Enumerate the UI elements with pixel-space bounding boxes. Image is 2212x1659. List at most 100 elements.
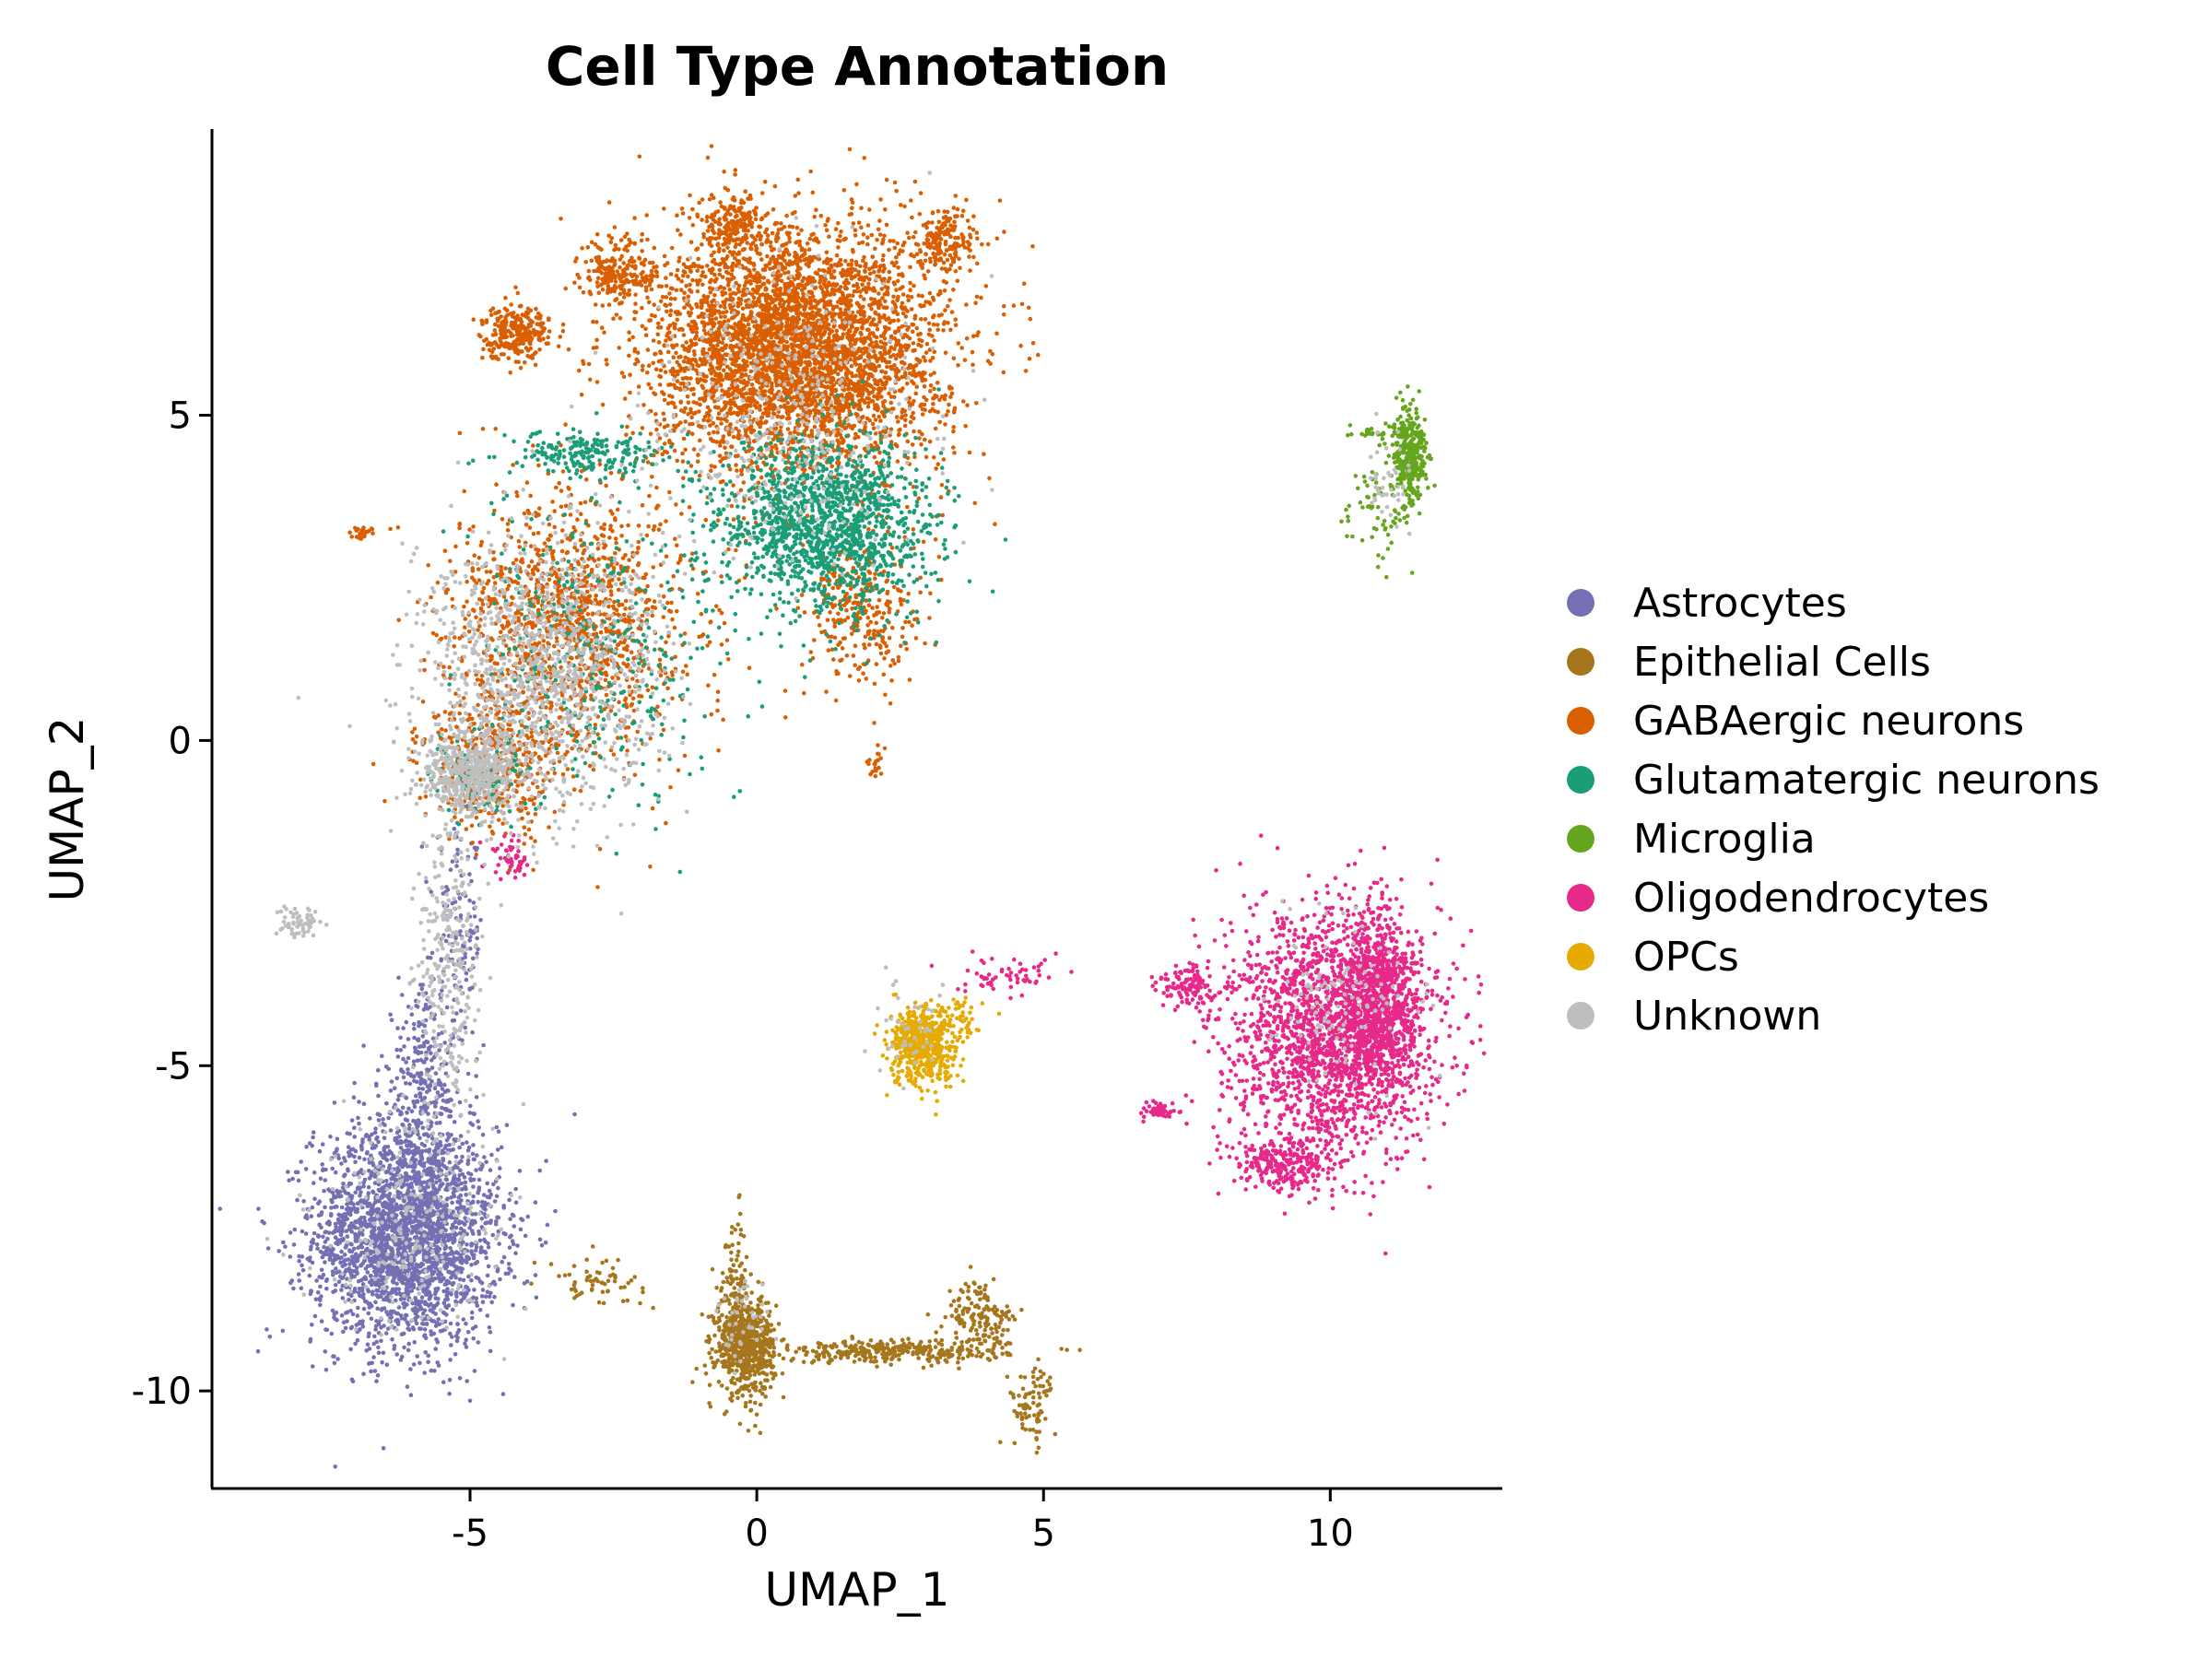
data-point: [447, 1214, 452, 1219]
data-point: [947, 1288, 952, 1294]
data-point: [469, 1277, 474, 1283]
data-point: [721, 1279, 726, 1285]
data-point: [749, 1290, 754, 1295]
data-point: [731, 1305, 735, 1310]
data-point: [668, 272, 674, 276]
data-point: [316, 1213, 322, 1218]
data-point: [446, 1290, 452, 1296]
data-point: [686, 294, 691, 300]
data-point: [389, 1311, 394, 1316]
data-point: [488, 1348, 493, 1354]
data-point: [379, 1265, 384, 1271]
data-point: [297, 1278, 302, 1283]
data-point: [1007, 1341, 1013, 1346]
data-point: [673, 297, 677, 301]
data-point: [375, 1257, 381, 1262]
data-point: [955, 278, 960, 284]
data-point: [760, 1392, 765, 1396]
data-point: [374, 1268, 380, 1274]
data-point: [320, 1142, 325, 1147]
data-point: [442, 1282, 448, 1287]
data-point: [943, 1358, 947, 1363]
data-point: [920, 412, 925, 417]
data-point: [373, 1327, 378, 1332]
data-point: [641, 1289, 645, 1295]
data-point: [966, 1288, 971, 1294]
data-point: [373, 1324, 379, 1329]
data-point: [449, 1098, 453, 1102]
data-point: [265, 1327, 269, 1332]
data-point: [417, 1250, 422, 1254]
data-point: [1012, 1441, 1018, 1446]
data-point: [311, 1135, 315, 1140]
data-point: [645, 371, 650, 375]
data-point: [436, 1363, 441, 1368]
data-point: [1017, 1394, 1021, 1398]
data-point: [354, 1219, 359, 1225]
data-point: [498, 1277, 502, 1282]
data-point: [749, 1340, 755, 1345]
data-point: [464, 1321, 468, 1326]
data-point: [431, 1221, 436, 1227]
data-point: [470, 1253, 476, 1257]
data-point: [987, 1335, 992, 1339]
data-point: [513, 1186, 518, 1192]
data-point: [333, 1255, 338, 1260]
data-point: [872, 270, 877, 275]
data-point: [369, 1153, 373, 1159]
data-point: [255, 1348, 261, 1354]
data-point: [399, 1068, 404, 1074]
data-point: [454, 1250, 459, 1254]
data-point: [469, 878, 474, 884]
data-point: [300, 1229, 305, 1234]
data-point: [380, 1195, 384, 1200]
data-point: [781, 1394, 786, 1400]
data-point: [435, 1300, 441, 1306]
data-point: [801, 1359, 806, 1365]
data-point: [311, 1237, 316, 1242]
data-point: [625, 1298, 630, 1303]
data-point: [394, 1291, 399, 1296]
data-point: [418, 1077, 424, 1081]
data-point: [363, 1223, 368, 1228]
data-point: [485, 1289, 490, 1294]
data-point: [474, 1074, 478, 1078]
data-point: [444, 1305, 450, 1311]
data-point: [936, 1351, 941, 1357]
data-point: [317, 1297, 323, 1301]
data-point: [388, 1128, 394, 1133]
data-point: [467, 898, 472, 903]
data-point: [949, 310, 955, 314]
data-point: [400, 993, 405, 997]
data-point: [710, 1347, 714, 1352]
data-point: [713, 1360, 718, 1365]
data-point: [416, 1148, 420, 1153]
data-point: [745, 1319, 750, 1324]
data-point: [403, 1316, 407, 1322]
data-point: [438, 1120, 442, 1125]
data-point: [577, 1291, 582, 1297]
data-point: [492, 1282, 498, 1287]
data-point: [928, 383, 934, 388]
data-point: [925, 1312, 931, 1317]
data-point: [588, 1278, 594, 1284]
data-point: [398, 1218, 404, 1224]
data-point: [584, 1269, 589, 1274]
data-point: [361, 1043, 366, 1048]
data-point: [1041, 1371, 1046, 1376]
data-point: [375, 1306, 381, 1312]
data-point: [394, 1352, 400, 1357]
data-point: [956, 1356, 961, 1360]
data-point: [544, 1159, 548, 1163]
data-point: [447, 1159, 453, 1165]
data-point: [319, 1267, 324, 1273]
data-point: [488, 1218, 493, 1223]
data-point: [447, 1114, 452, 1119]
data-point: [736, 1241, 741, 1246]
data-point: [339, 1255, 344, 1260]
data-point: [470, 956, 476, 961]
data-point: [735, 1276, 739, 1281]
data-point: [482, 1155, 487, 1159]
data-point: [1019, 1415, 1025, 1419]
data-point: [427, 1047, 431, 1052]
